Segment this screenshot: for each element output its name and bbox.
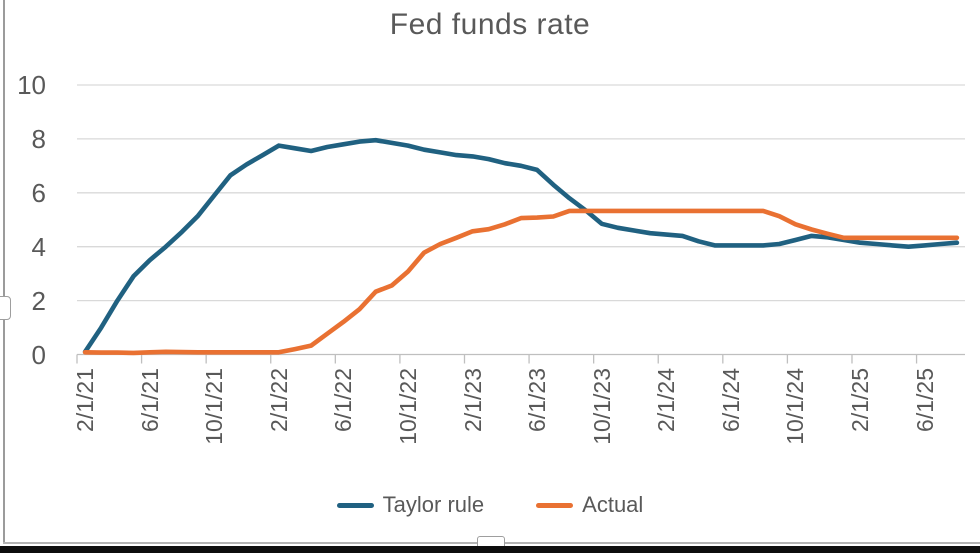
x-axis-label-10/1/24: 10/1/24 bbox=[782, 368, 809, 445]
x-axis-label-10/1/22: 10/1/22 bbox=[394, 368, 421, 445]
x-axis-label-6/1/21: 6/1/21 bbox=[136, 368, 163, 432]
x-axis-label-2/1/21: 2/1/21 bbox=[72, 368, 99, 432]
y-axis-label-4: 4 bbox=[31, 231, 46, 262]
x-axis-label-10/1/23: 10/1/23 bbox=[588, 368, 615, 445]
legend-label-taylor-rule: Taylor rule bbox=[382, 492, 485, 517]
legend-item-taylor-rule[interactable]: Taylor rule bbox=[336, 492, 485, 518]
x-axis-label-2/1/23: 2/1/23 bbox=[459, 368, 486, 432]
x-axis-label-6/1/24: 6/1/24 bbox=[717, 368, 744, 432]
y-axis-label-2: 2 bbox=[31, 285, 46, 316]
actual-line-swatch bbox=[536, 502, 574, 508]
x-axis-label-2/1/22: 2/1/22 bbox=[265, 368, 292, 432]
taylor-rule-line-swatch bbox=[336, 502, 374, 508]
resize-handle-left[interactable] bbox=[0, 296, 11, 320]
x-axis-label-6/1/22: 6/1/22 bbox=[330, 368, 357, 432]
legend: Taylor rule Actual bbox=[0, 488, 980, 522]
series-line-actual[interactable] bbox=[82, 208, 960, 356]
series-line-taylor-rule[interactable] bbox=[82, 137, 960, 355]
y-axis-label-6: 6 bbox=[31, 177, 46, 208]
x-axis-label-10/1/21: 10/1/21 bbox=[201, 368, 228, 445]
chart-border-left bbox=[3, 0, 5, 543]
y-axis-label-10: 10 bbox=[17, 70, 46, 100]
x-axis-label-6/1/23: 6/1/23 bbox=[524, 368, 551, 432]
x-axis-label-2/1/24: 2/1/24 bbox=[653, 368, 680, 432]
legend-label-actual: Actual bbox=[582, 492, 644, 517]
x-axis-label-6/1/25: 6/1/25 bbox=[911, 368, 938, 432]
y-axis-label-8: 8 bbox=[31, 123, 46, 154]
legend-item-actual[interactable]: Actual bbox=[536, 492, 643, 518]
x-axis-label-2/1/25: 2/1/25 bbox=[847, 368, 874, 432]
chart-title: Fed funds rate bbox=[389, 8, 591, 41]
bottom-bar bbox=[0, 546, 980, 553]
y-axis-label-0: 0 bbox=[31, 339, 46, 370]
